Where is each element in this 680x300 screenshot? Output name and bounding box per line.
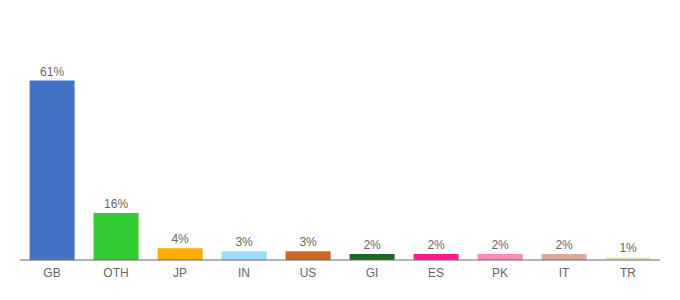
- svg-text:2%: 2%: [363, 238, 381, 252]
- svg-text:3%: 3%: [299, 235, 317, 249]
- svg-text:TR: TR: [620, 266, 636, 280]
- svg-text:PK: PK: [492, 266, 508, 280]
- svg-text:JP: JP: [173, 266, 187, 280]
- svg-text:2%: 2%: [555, 238, 573, 252]
- svg-text:IN: IN: [238, 266, 250, 280]
- svg-text:4%: 4%: [171, 232, 189, 246]
- svg-text:GI: GI: [366, 266, 379, 280]
- svg-text:2%: 2%: [427, 238, 445, 252]
- svg-text:61%: 61%: [40, 65, 64, 79]
- svg-text:1%: 1%: [619, 241, 637, 255]
- svg-text:ES: ES: [428, 266, 444, 280]
- svg-text:US: US: [300, 266, 317, 280]
- svg-text:IT: IT: [559, 266, 570, 280]
- svg-text:16%: 16%: [104, 197, 128, 211]
- svg-text:OTH: OTH: [103, 266, 128, 280]
- svg-text:3%: 3%: [235, 235, 253, 249]
- svg-text:GB: GB: [43, 266, 60, 280]
- svg-text:2%: 2%: [491, 238, 509, 252]
